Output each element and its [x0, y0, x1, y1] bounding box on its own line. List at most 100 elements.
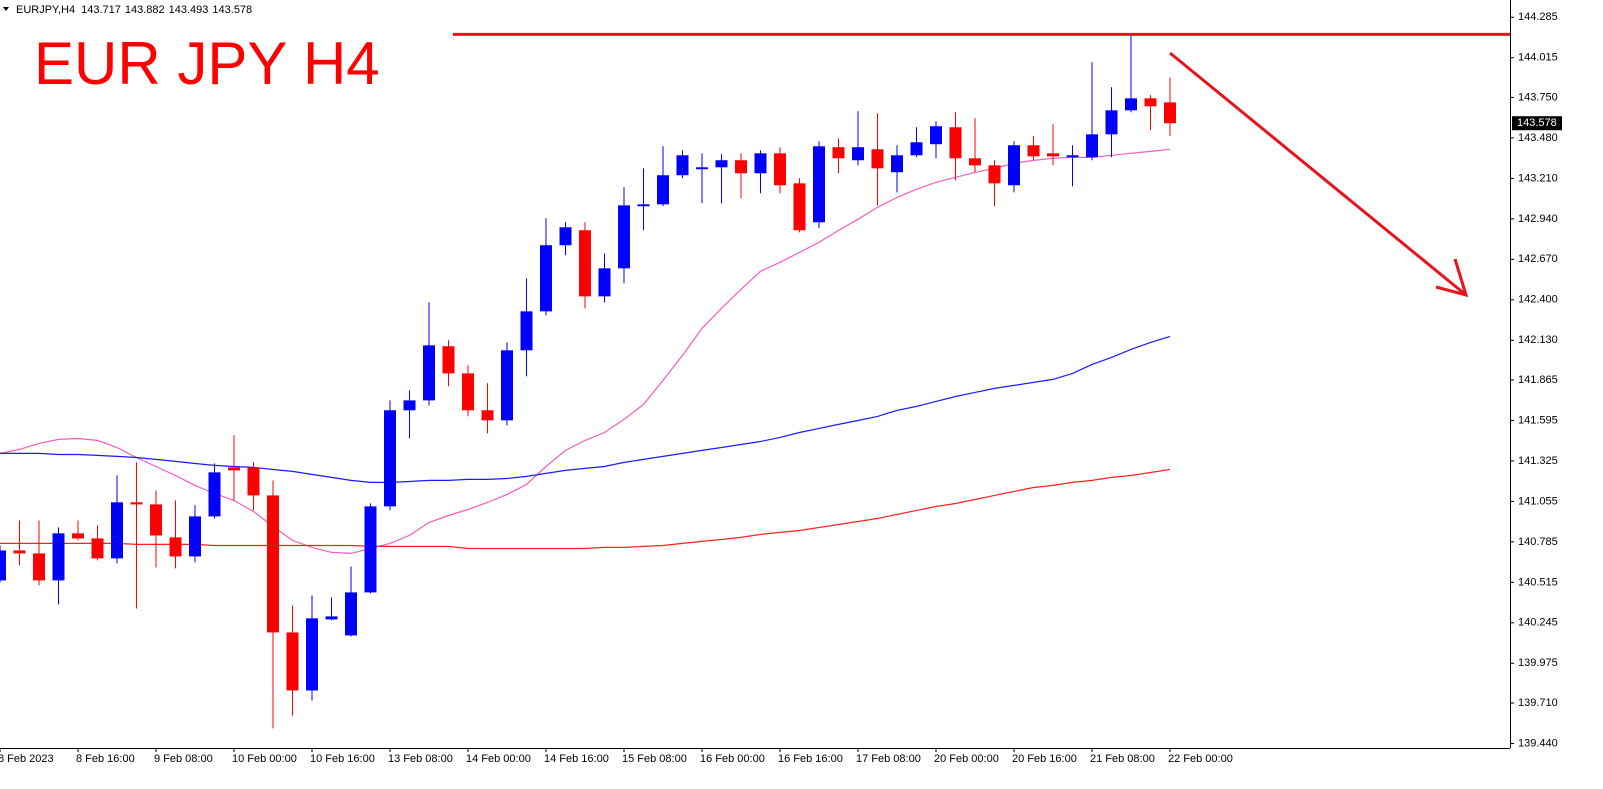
candle-body: [52, 533, 65, 581]
candle-body: [559, 227, 572, 246]
header-open: 143.717: [81, 4, 121, 16]
x-tick-label: 15 Feb 08:00: [622, 753, 687, 765]
candle-body: [267, 495, 279, 633]
candle-body: [169, 537, 182, 557]
candle-body: [891, 155, 903, 173]
y-tick-label: 142.400: [1518, 294, 1558, 306]
header-high: 143.882: [125, 4, 165, 16]
candle-body: [150, 504, 162, 536]
candle-body: [930, 126, 942, 145]
candle-body: [481, 410, 494, 421]
candle-body: [189, 516, 201, 557]
candle-body: [111, 502, 123, 559]
candle-body: [1027, 145, 1040, 157]
y-tick-label: 143.750: [1518, 91, 1558, 103]
moving-average-line: [0, 335, 1171, 483]
candle-body: [696, 167, 708, 170]
candle-body: [852, 147, 864, 161]
candle-body: [949, 127, 962, 159]
candle-body: [403, 400, 416, 411]
x-tick-label: 8 Feb 2023: [0, 753, 54, 765]
candle-body: [1047, 153, 1059, 157]
x-tick-label: 21 Feb 08:00: [1090, 753, 1155, 765]
plot-area: [0, 35, 1176, 729]
candle-body: [208, 472, 221, 517]
price-label-box: [1512, 116, 1562, 131]
y-tick-label: 142.670: [1518, 253, 1558, 265]
y-tick-label: 142.130: [1518, 334, 1558, 346]
header-close: 143.578: [212, 4, 252, 16]
candle-body: [598, 268, 611, 297]
y-tick-label: 141.055: [1518, 495, 1558, 507]
x-tick-label: 10 Feb 00:00: [232, 753, 297, 765]
candle-body: [247, 467, 260, 496]
candle-body: [33, 553, 45, 581]
candle-body: [637, 204, 650, 207]
candle-body: [325, 616, 338, 620]
candle-body: [988, 165, 1001, 184]
x-tick-label: 9 Feb 08:00: [154, 753, 213, 765]
candle-body: [735, 160, 747, 174]
candle-body: [442, 346, 455, 374]
candle-body: [910, 142, 923, 156]
candle-body: [1086, 134, 1098, 158]
y-tick-label: 143.210: [1518, 172, 1558, 184]
candle-body: [228, 467, 240, 471]
price-label: 143.578: [1517, 117, 1557, 129]
candle-body: [1144, 98, 1157, 107]
moving-average-line: [0, 148, 1171, 555]
symbol: EURJPY,H4: [16, 4, 75, 16]
y-tick-label: 139.710: [1518, 697, 1558, 709]
y-tick-label: 139.975: [1518, 657, 1558, 669]
x-tick-label: 20 Feb 16:00: [1012, 753, 1077, 765]
y-tick-label: 141.325: [1518, 455, 1558, 467]
candle-body: [832, 147, 845, 159]
candle-body: [286, 632, 299, 691]
candle-body: [1164, 102, 1176, 124]
candle-body: [579, 230, 591, 297]
menu-triangle: [3, 7, 9, 11]
candle-body: [91, 538, 104, 559]
candle-body: [13, 550, 26, 554]
candle-body: [0, 550, 6, 581]
y-tick-label: 141.865: [1518, 374, 1558, 386]
x-tick-label: 10 Feb 16:00: [310, 753, 375, 765]
x-tick-label: 14 Feb 16:00: [544, 753, 609, 765]
x-tick-label: 17 Feb 08:00: [856, 753, 921, 765]
x-tick-label: 14 Feb 00:00: [466, 753, 531, 765]
candle-body: [345, 592, 357, 636]
arrow-shaft: [1169, 51, 1467, 297]
candle-body: [657, 175, 669, 205]
candle-body: [1066, 155, 1079, 158]
candle-body: [969, 158, 981, 166]
y-tick-label: 143.480: [1518, 132, 1558, 144]
x-tick-label: 22 Feb 00:00: [1168, 753, 1233, 765]
candle-body: [501, 350, 513, 421]
y-tick-label: 144.285: [1518, 11, 1558, 23]
candle-body: [871, 149, 884, 169]
candle-body: [1125, 98, 1137, 111]
y-tick-label: 141.595: [1518, 414, 1558, 426]
trend-arrow: [1169, 51, 1469, 298]
x-tick-label: 16 Feb 00:00: [700, 753, 765, 765]
candle-body: [364, 506, 377, 593]
candle-body: [676, 155, 689, 176]
candle-body: [130, 502, 143, 505]
x-tick-label: 16 Feb 16:00: [778, 753, 843, 765]
candle-body: [1105, 110, 1118, 135]
candle-body: [423, 345, 435, 401]
candle-body: [462, 373, 474, 411]
y-tick-label: 139.440: [1518, 737, 1558, 749]
candle-body: [540, 245, 552, 312]
candle-body: [306, 618, 318, 691]
y-tick-label: 140.785: [1518, 536, 1558, 548]
arrow-head: [1435, 258, 1469, 298]
x-tick-label: 8 Feb 16:00: [76, 753, 135, 765]
candle-body: [774, 153, 786, 186]
y-tick-label: 144.015: [1518, 52, 1558, 64]
y-tick-label: 142.940: [1518, 213, 1558, 225]
candle-body: [618, 205, 630, 269]
x-tick-label: 13 Feb 08:00: [388, 753, 453, 765]
candle-body: [1008, 145, 1020, 186]
